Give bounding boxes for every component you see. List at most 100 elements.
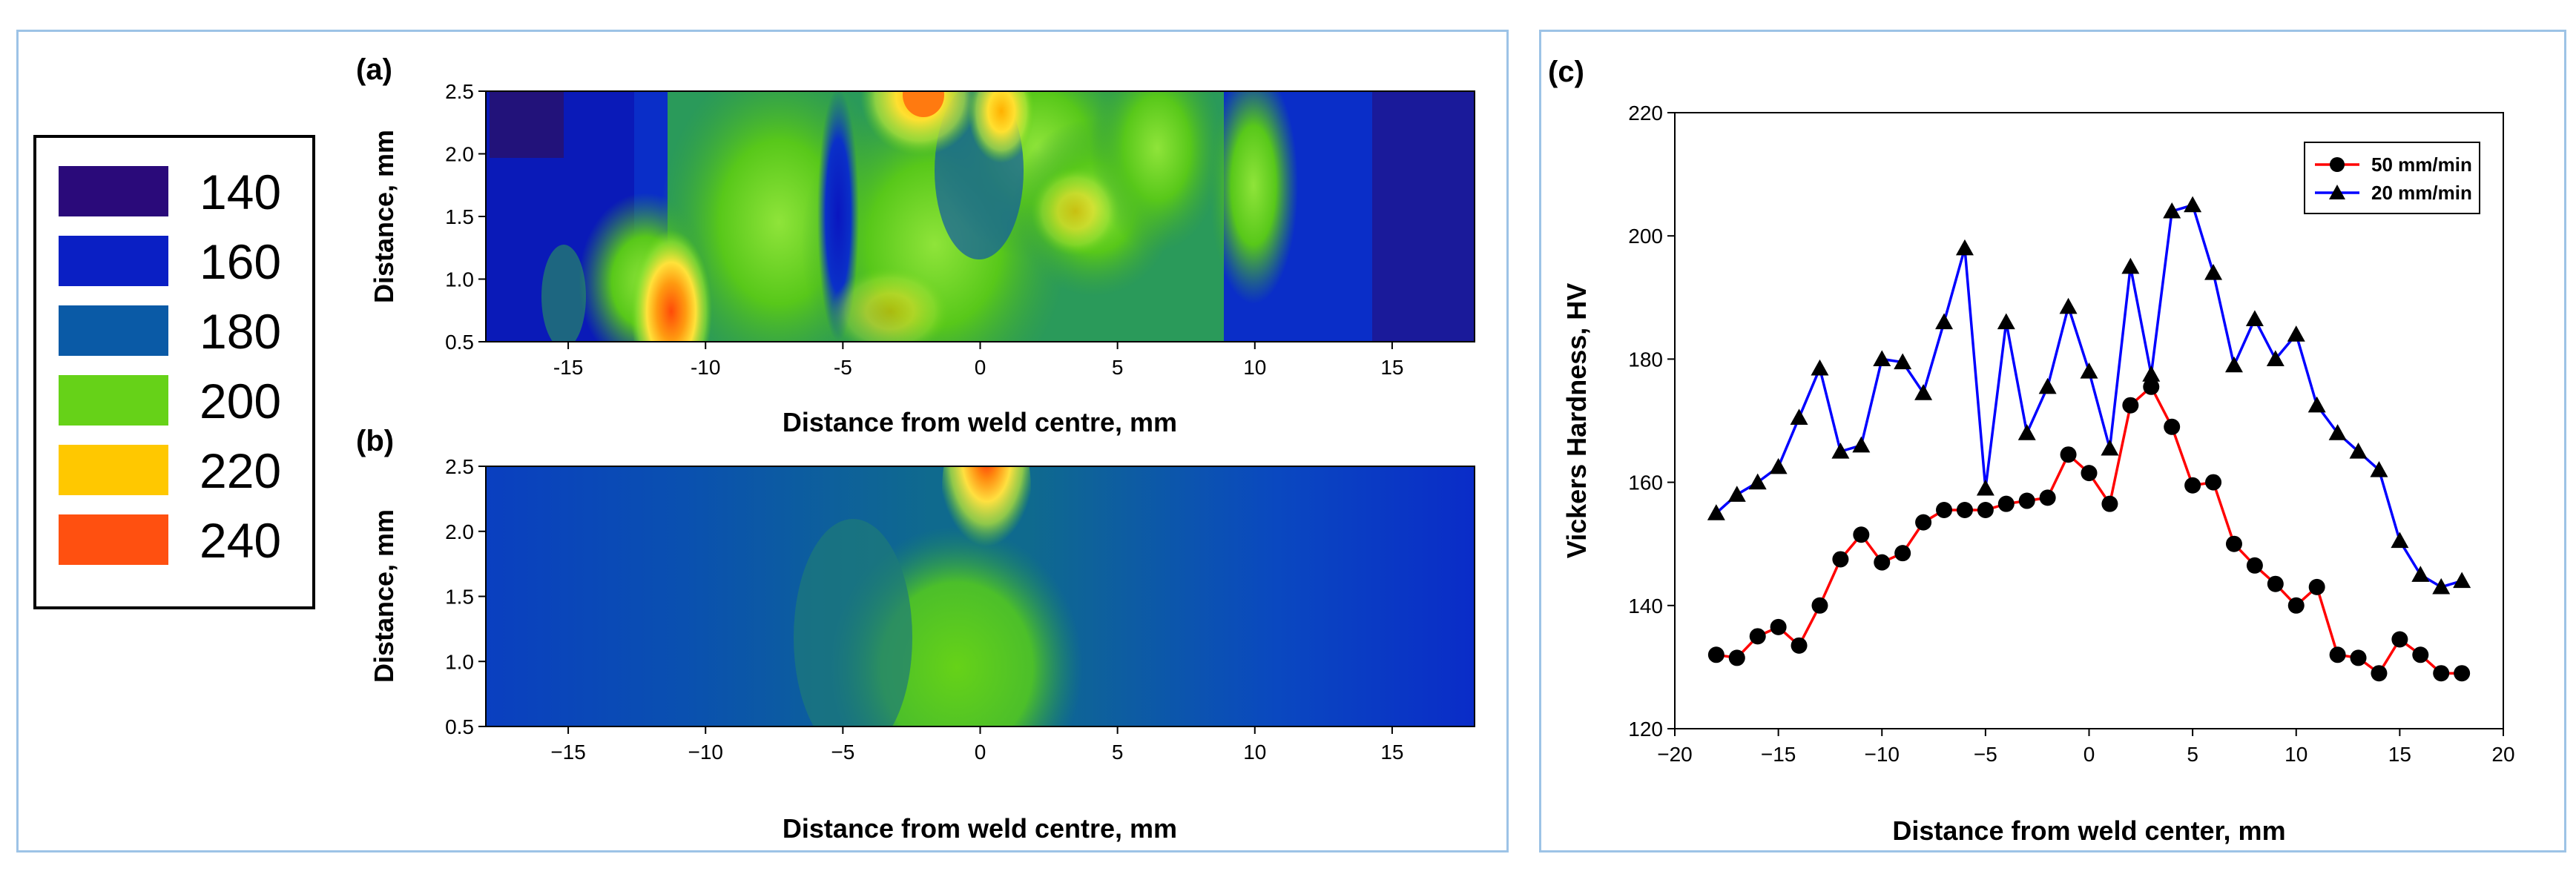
panel-c-xtick-label: −15 <box>1761 743 1796 766</box>
point-20mm <box>2121 257 2140 274</box>
point-50mm <box>2101 495 2118 512</box>
point-20mm <box>1955 239 1974 256</box>
legend-swatch-220 <box>59 445 168 495</box>
panel-b-label: (b) <box>356 425 394 457</box>
point-50mm <box>2225 535 2242 552</box>
point-20mm <box>2038 377 2057 394</box>
point-50mm <box>1791 637 1808 654</box>
point-20mm <box>1997 313 2015 330</box>
point-20mm <box>1748 473 1767 490</box>
point-20mm <box>2245 310 2264 326</box>
point-50mm <box>2081 465 2098 482</box>
point-20mm <box>2453 572 2471 589</box>
point-20mm <box>2204 264 2223 280</box>
legend-label: 50 mm/min <box>2371 153 2472 176</box>
legend-label-140: 140 <box>200 165 281 219</box>
point-20mm <box>2328 424 2347 440</box>
heatmap-a-xtick-label: -10 <box>691 356 720 379</box>
heatmap-a-ytick-label: 1.0 <box>445 268 474 291</box>
panel-c-xtick-label: 0 <box>2083 743 2095 766</box>
point-20mm <box>1935 313 1954 330</box>
point-20mm <box>2184 196 2202 213</box>
point-50mm <box>2246 557 2263 574</box>
legend-label-160: 160 <box>200 234 281 289</box>
colorbar-legend-graphic: 140 160 180 200 220 240 <box>59 165 281 568</box>
panel-c-xtick-label: −10 <box>1865 743 1900 766</box>
point-50mm <box>1811 597 1828 614</box>
legend-swatch-240 <box>59 514 168 565</box>
point-50mm <box>2329 646 2346 663</box>
panel-c-ytick-label: 180 <box>1628 348 1663 371</box>
point-20mm <box>2142 365 2161 382</box>
panel-c-xtick-label: 15 <box>2388 743 2411 766</box>
point-20mm <box>1727 486 1746 502</box>
point-20mm <box>2287 325 2305 342</box>
point-50mm <box>2350 649 2367 666</box>
point-20mm <box>2391 532 2409 549</box>
point-20mm <box>2224 356 2243 373</box>
legend-label-220: 220 <box>200 443 281 498</box>
legend-swatch-180 <box>59 305 168 356</box>
point-20mm <box>2059 297 2078 314</box>
panel-c-xtick-label: 10 <box>2285 743 2307 766</box>
legend-swatch-200 <box>59 375 168 426</box>
legend-label: 20 mm/min <box>2371 182 2472 204</box>
point-50mm <box>2060 446 2077 463</box>
panel-c-ytick-label: 220 <box>1628 102 1663 125</box>
panel-a-ylabel: Distance, mm <box>369 130 399 303</box>
point-50mm <box>1894 545 1911 562</box>
point-50mm <box>2122 397 2139 414</box>
heatmap-a-xtick-label: -5 <box>834 356 852 379</box>
point-50mm <box>1770 618 1787 635</box>
panel-c-xtick-label: 20 <box>2491 743 2514 766</box>
panel-b-xlabel: Distance from weld centre, mm <box>783 813 1177 844</box>
heatmap-b-xtick-label: 10 <box>1243 741 1266 764</box>
point-20mm <box>2349 443 2368 459</box>
point-50mm <box>2391 631 2408 648</box>
point-50mm <box>1977 501 1994 518</box>
point-20mm <box>1894 353 1912 370</box>
legend-swatch-140 <box>59 166 168 216</box>
heatmap-b-ytick-label: 1.0 <box>445 650 474 673</box>
point-50mm <box>1853 526 1870 543</box>
heatmap-b-xtick-label: −15 <box>550 741 586 764</box>
heatmap-b-xtick-label: 0 <box>975 741 986 764</box>
series-line-20 <box>1715 203 2463 589</box>
heatmap-a-ytick-label: 2.5 <box>445 80 474 103</box>
point-50mm <box>2164 418 2181 435</box>
point-50mm <box>2018 492 2035 509</box>
panel-c-ytick-label: 200 <box>1628 225 1663 248</box>
point-20mm <box>2017 424 2036 440</box>
heatmap-b-field <box>486 466 1475 726</box>
heatmap-panels: -15 -10 -5 0 5 10 15 0.5 1.0 1.5 2.0 2.5 −15 −10 −5 0 5… <box>356 53 1475 844</box>
point-50mm <box>1707 646 1725 663</box>
point-20mm <box>1707 504 1725 520</box>
point-20mm <box>2432 577 2451 595</box>
point-50mm <box>2371 665 2388 682</box>
heatmap-b-xtick-label: 15 <box>1380 741 1403 764</box>
point-50mm <box>1728 649 1745 666</box>
point-20mm <box>2163 202 2181 219</box>
point-20mm <box>1811 359 1829 376</box>
panel-c-ytick-label: 120 <box>1628 718 1663 741</box>
heatmap-b-ytick-label: 2.0 <box>445 520 474 543</box>
point-50mm <box>1997 495 2015 512</box>
point-50mm <box>2412 646 2429 663</box>
heatmap-b-xtick-label: 5 <box>1112 741 1124 764</box>
point-20mm <box>1914 384 1933 400</box>
point-50mm <box>2267 575 2284 592</box>
panel-c-xlabel: Distance from weld center, mm <box>1892 815 2285 846</box>
point-20mm <box>2101 439 2119 456</box>
point-50mm <box>2454 665 2471 682</box>
point-20mm <box>1790 408 1808 425</box>
panel-c-label: (c) <box>1548 56 1584 88</box>
panel-c-legend <box>2304 142 2480 214</box>
panel-a-xlabel: Distance from weld centre, mm <box>783 407 1177 437</box>
point-50mm <box>1915 514 1932 531</box>
heatmap-b-xtick-label: −5 <box>831 741 854 764</box>
panel-c-ytick-label: 160 <box>1628 471 1663 494</box>
point-20mm <box>1852 436 1871 453</box>
point-20mm <box>2370 460 2388 477</box>
heatmap-b-ytick-label: 2.5 <box>445 455 474 478</box>
heatmap-a-xtick-label: 15 <box>1380 356 1403 379</box>
